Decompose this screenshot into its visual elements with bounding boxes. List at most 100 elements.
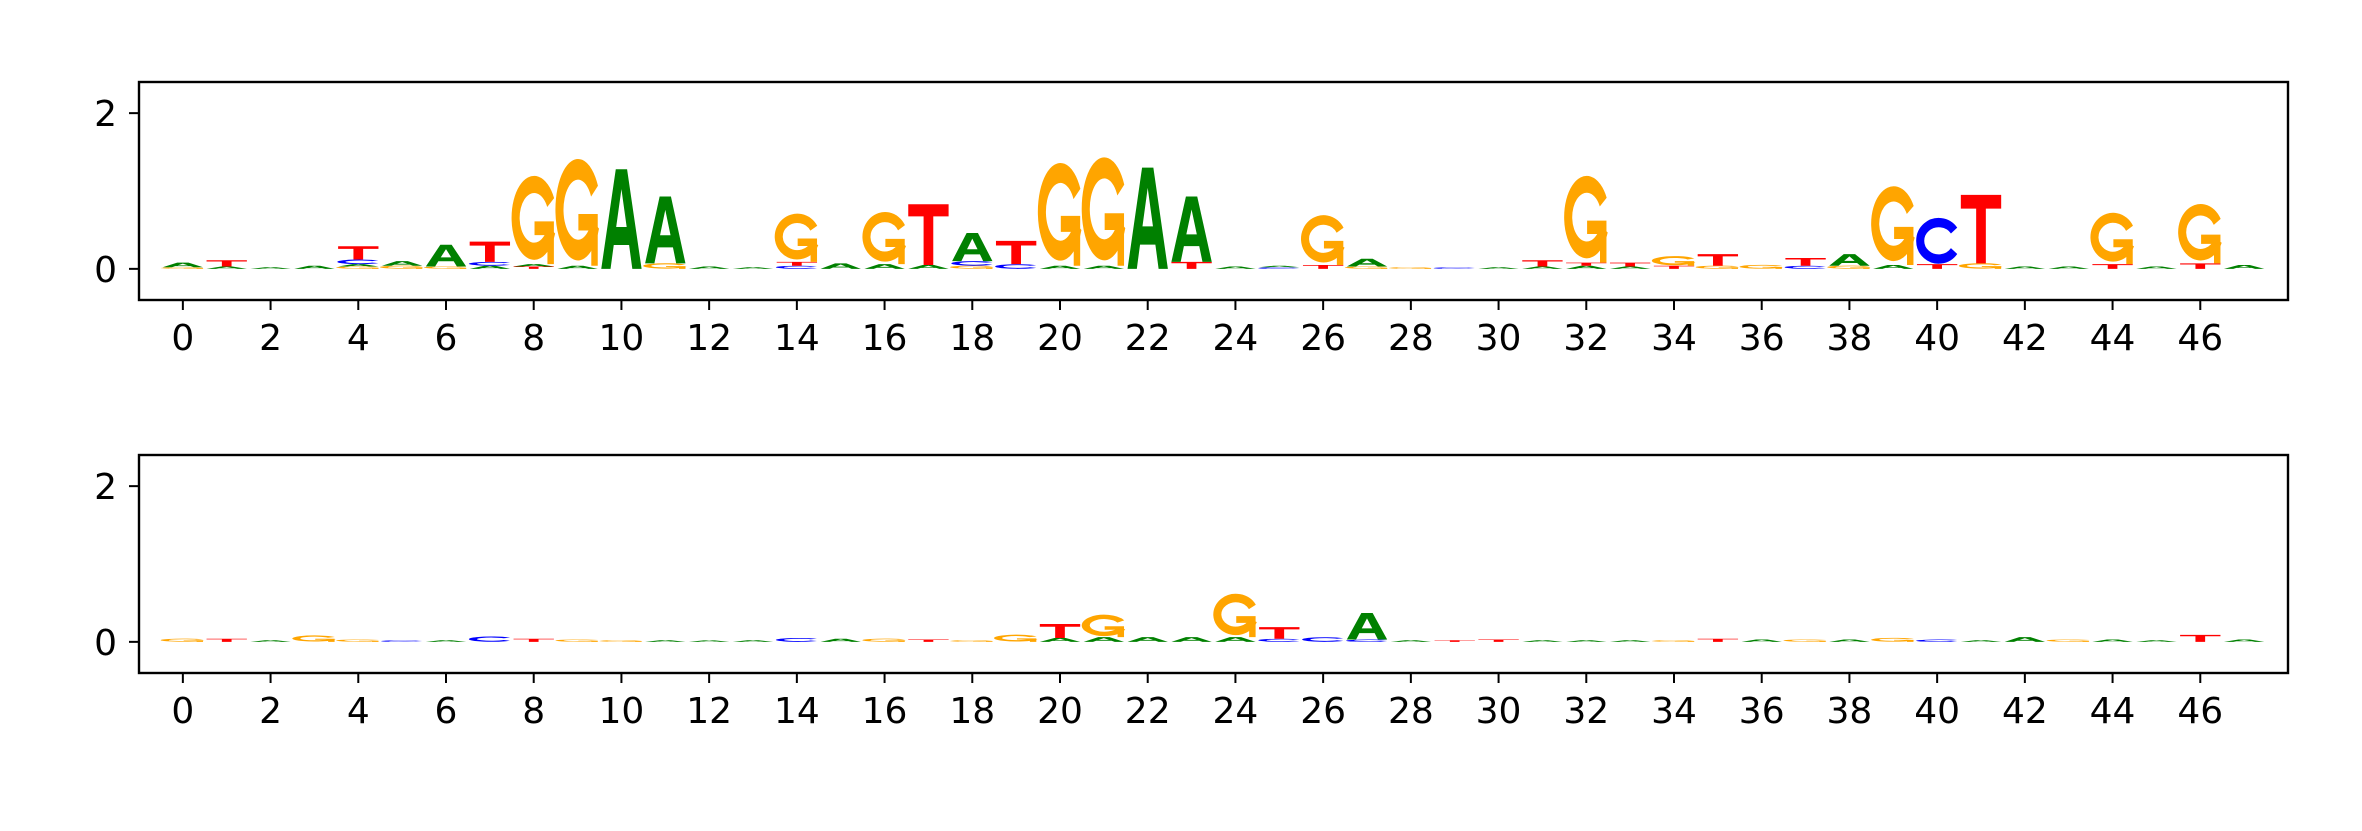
- letter-A-pos-25: [1259, 265, 1300, 268]
- letter-A-pos-21: [1083, 265, 1125, 269]
- letter-A-pos-6: [425, 244, 467, 267]
- letter-T-pos-40: [1916, 264, 1958, 269]
- letter-G-pos-28: [1388, 267, 1433, 269]
- letter-A-pos-45: [2136, 640, 2177, 642]
- x-tick-label: 2: [259, 691, 282, 732]
- x-tick-label: 18: [949, 318, 995, 359]
- letter-A-pos-38: [1829, 639, 1870, 642]
- x-tick-label: 36: [1739, 318, 1785, 359]
- letter-G-pos-16: [862, 212, 906, 265]
- letter-A-pos-32: [1566, 640, 1607, 642]
- letter-G-pos-27: [1344, 266, 1389, 269]
- letter-T-pos-31: [1522, 260, 1563, 267]
- letter-G-pos-39: [1871, 186, 1915, 265]
- letter-C-pos-40: [1916, 217, 1958, 264]
- x-tick-label: 4: [347, 318, 370, 359]
- letter-A-pos-21: [1083, 637, 1125, 642]
- letter-A-pos-38: [1829, 254, 1870, 266]
- letter-A-pos-15: [820, 263, 861, 269]
- letter-A-pos-42: [2004, 637, 2046, 642]
- letter-A-pos-1: [206, 266, 247, 269]
- x-tick-label: 10: [599, 691, 645, 732]
- letter-G-pos-46: [2178, 204, 2222, 264]
- letter-G-pos-3: [292, 635, 336, 642]
- x-tick-label: 8: [522, 691, 545, 732]
- x-tick-label: 40: [1914, 318, 1960, 359]
- letter-A-pos-10: [601, 169, 642, 269]
- letter-C-pos-25: [1258, 638, 1300, 642]
- letter-A-pos-20: [1039, 265, 1081, 269]
- x-tick-label: 6: [435, 318, 458, 359]
- x-tick-label: 42: [2002, 318, 2048, 359]
- letter-G-pos-32: [1564, 175, 1608, 263]
- letter-A-pos-4: [338, 264, 379, 267]
- x-tick-label: 32: [1563, 691, 1609, 732]
- letter-T-pos-33: [1609, 262, 1651, 267]
- x-tick-label: 12: [686, 318, 732, 359]
- letter-T-pos-46: [2180, 263, 2221, 269]
- x-tick-label: 34: [1651, 691, 1697, 732]
- letter-G-pos-24: [1213, 593, 1257, 638]
- letter-T-pos-34: [1653, 265, 1695, 269]
- x-tick-label: 18: [949, 691, 995, 732]
- letter-T-pos-35: [1697, 254, 1739, 266]
- letter-A-pos-47: [2223, 264, 2265, 269]
- x-tick-label: 32: [1563, 318, 1609, 359]
- letter-A-pos-39: [1873, 264, 1914, 269]
- x-tick-label: 26: [1300, 691, 1346, 732]
- x-tick-label: 38: [1827, 318, 1873, 359]
- letter-T-pos-46: [2180, 634, 2221, 642]
- x-tick-label: 28: [1388, 691, 1434, 732]
- letter-A-pos-27: [1346, 613, 1388, 640]
- letter-T-pos-4: [338, 246, 379, 260]
- letter-C-pos-37: [1784, 265, 1826, 269]
- x-tick-label: 46: [2177, 691, 2223, 732]
- letter-C-pos-40: [1916, 639, 1958, 642]
- letter-A-pos-33: [1609, 266, 1651, 269]
- letter-G-pos-10: [599, 640, 643, 642]
- x-tick-label: 28: [1388, 318, 1434, 359]
- letter-C-pos-25: [1258, 267, 1300, 269]
- x-tick-label: 22: [1125, 318, 1171, 359]
- letter-G-pos-4: [336, 266, 380, 269]
- letter-G-pos-5: [380, 265, 424, 269]
- letter-T-pos-41: [1960, 194, 2002, 264]
- axes-frame: [137, 453, 2290, 675]
- letter-T-pos-17: [908, 204, 949, 265]
- letter-C-pos-29: [1433, 267, 1475, 269]
- logo-letters: [160, 157, 2265, 269]
- letter-G-pos-21: [1081, 614, 1126, 638]
- letter-A-pos-31: [1522, 266, 1563, 269]
- letter-T-pos-1: [206, 260, 247, 267]
- letter-C-pos-26: [1302, 637, 1344, 642]
- letter-T-pos-19: [995, 240, 1037, 265]
- x-tick-label: 20: [1037, 691, 1083, 732]
- letter-G-pos-18: [950, 640, 994, 642]
- x-tick-label: 34: [1651, 318, 1697, 359]
- y-tick-label: 0: [94, 623, 117, 664]
- letter-A-pos-36: [1741, 639, 1782, 642]
- letter-G-pos-11: [643, 263, 687, 269]
- letter-A-pos-44: [2092, 639, 2133, 642]
- logo-letters: [160, 593, 2265, 642]
- letter-T-pos-8: [513, 638, 554, 642]
- letter-A-pos-28: [1390, 640, 1432, 642]
- letter-G-pos-36: [1739, 264, 1784, 269]
- logo-panel-bottom: 0 2 4 6 8 10 12 14 16 18 20 22 24 26 28 30 32 34 36 38 40 42 4…: [94, 453, 2290, 732]
- letter-A-pos-22: [1127, 637, 1168, 642]
- letter-A-pos-31: [1522, 640, 1563, 642]
- letter-T-pos-8: [513, 266, 554, 269]
- x-tick-label: 36: [1739, 691, 1785, 732]
- x-tick-label: 30: [1476, 691, 1522, 732]
- x-tick-label: 14: [774, 318, 820, 359]
- letter-A-pos-47: [2223, 639, 2265, 642]
- letter-A-pos-6: [425, 640, 467, 642]
- letter-A-pos-11: [645, 196, 686, 264]
- letter-A-pos-11: [645, 640, 686, 642]
- y-tick-label: 0: [94, 250, 117, 291]
- letter-G-pos-35: [1695, 265, 1740, 269]
- letter-C-pos-19: [995, 264, 1037, 269]
- letter-A-pos-30: [1478, 267, 1519, 269]
- letter-A-pos-45: [2136, 266, 2177, 269]
- letter-A-pos-15: [820, 638, 861, 642]
